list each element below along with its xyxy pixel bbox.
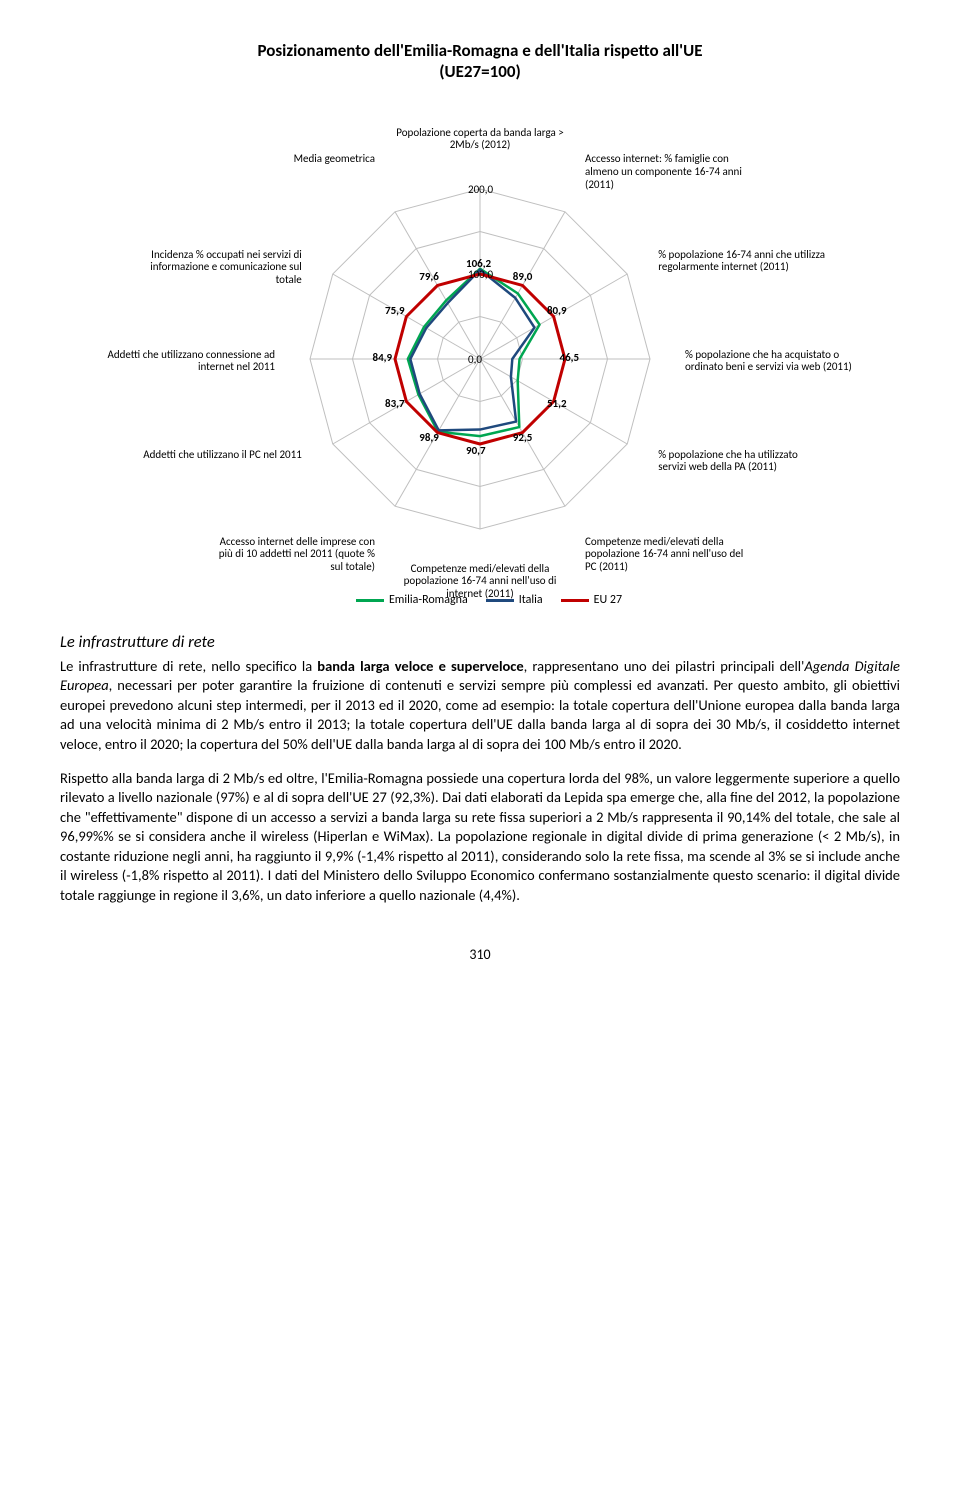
radar-axis-label: Addetti che utilizzano il PC nel 2011 xyxy=(132,449,302,462)
radar-axis-label: Competenze medi/elevati della popolazion… xyxy=(585,536,755,574)
radar-value-label: 83,7 xyxy=(385,397,405,412)
radar-value-label: 79,6 xyxy=(419,270,439,285)
radar-axis-label: Media geometrica xyxy=(205,153,375,166)
radar-value-label: 51,2 xyxy=(547,397,567,412)
title-line-2: (UE27=100) xyxy=(439,61,521,82)
radar-value-label: 80,9 xyxy=(547,304,567,319)
legend-label: Italia xyxy=(519,593,543,607)
radar-axis-label: % popolazione che ha utilizzato servizi … xyxy=(658,449,828,474)
radar-value-label: 89,0 xyxy=(513,270,533,285)
radar-value-label: 98,9 xyxy=(419,431,439,446)
page-title: Posizionamento dell'Emilia-Romagna e del… xyxy=(60,40,900,83)
radar-axis-label: % popolazione 16-74 anni che utilizza re… xyxy=(658,249,828,274)
radar-value-label: 46,5 xyxy=(560,351,580,366)
radar-value-label: 90,7 xyxy=(466,444,486,459)
page-number: 310 xyxy=(60,946,900,965)
radar-axis-label: Popolazione coperta da banda larga > 2Mb… xyxy=(395,127,565,152)
legend-swatch xyxy=(356,599,384,602)
body-paragraph-2: Rispetto alla banda larga di 2 Mb/s ed o… xyxy=(60,769,900,906)
radar-axis-label: Accesso internet delle imprese con più d… xyxy=(205,536,375,574)
title-line-1: Posizionamento dell'Emilia-Romagna e del… xyxy=(257,40,702,61)
chart-legend: Emilia-Romagna Italia EU 27 xyxy=(70,592,890,608)
radar-tick-label: 100,0 xyxy=(468,268,493,283)
radar-value-label: 92,5 xyxy=(513,431,533,446)
radar-axis-label: Incidenza % occupati nei servizi di info… xyxy=(132,249,302,287)
body-paragraph-1: Le infrastrutture di rete, nello specifi… xyxy=(60,657,900,755)
section-heading: Le infrastrutture di rete xyxy=(60,631,900,653)
radar-value-label: 84,9 xyxy=(373,351,393,366)
legend-swatch xyxy=(486,599,514,602)
radar-axis-label: % popolazione che ha acquistato o ordina… xyxy=(685,349,855,374)
radar-tick-label: 0,0 xyxy=(468,353,482,368)
legend-label: Emilia-Romagna xyxy=(389,593,468,607)
radar-tick-label: 200,0 xyxy=(468,183,493,198)
legend-label: EU 27 xyxy=(594,593,622,607)
radar-value-label: 75,9 xyxy=(385,304,405,319)
radar-axis-label: Accesso internet: % famiglie con almeno … xyxy=(585,153,755,191)
radar-chart: Popolazione coperta da banda larga > 2Mb… xyxy=(70,89,890,609)
legend-swatch xyxy=(561,599,589,602)
radar-axis-label: Addetti che utilizzano connessione ad in… xyxy=(105,349,275,374)
